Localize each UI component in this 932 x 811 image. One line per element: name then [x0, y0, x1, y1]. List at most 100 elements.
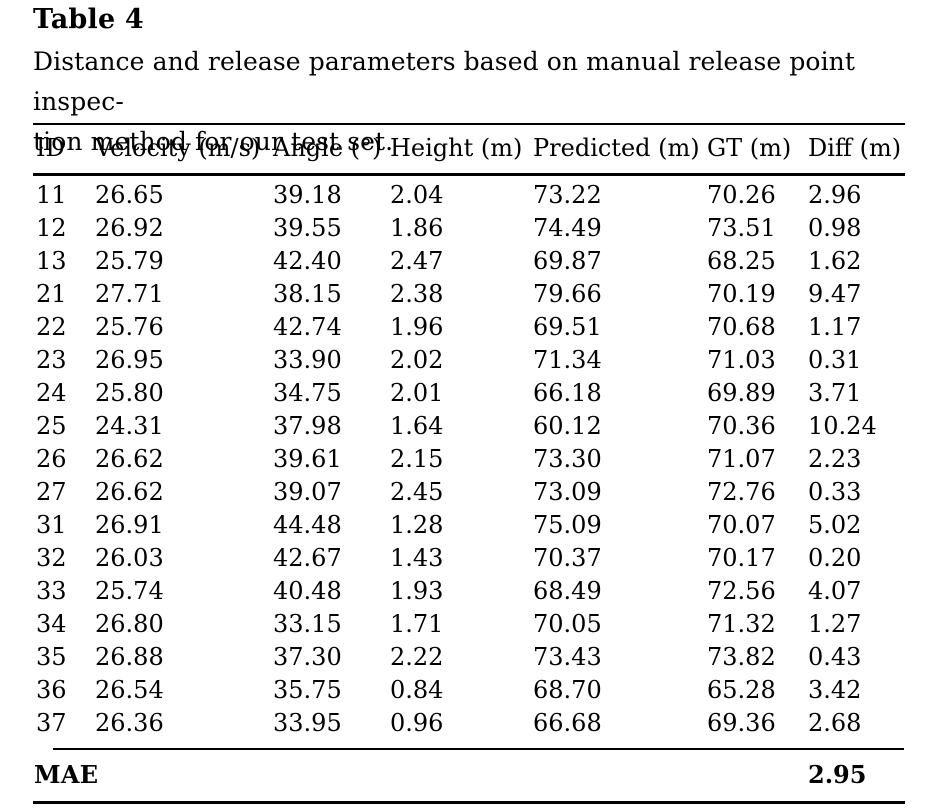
table-cell: 2.04: [390, 181, 444, 209]
table-cell: 2.47: [390, 247, 444, 275]
table-cell: 39.61: [273, 445, 342, 473]
table-cell: 21: [36, 280, 67, 308]
table-cell: 1.71: [390, 610, 444, 638]
table-cell: 0.31: [808, 346, 862, 374]
table-cell: 2.15: [390, 445, 444, 473]
table-top-rule: [33, 123, 905, 125]
table-cell: 0.20: [808, 544, 862, 572]
table-cell: 26.62: [95, 445, 164, 473]
table-body: 11 26.65 39.18 2.04 73.22 70.26 2.96 12 26.92 39.…: [33, 173, 905, 740]
table-caption-line-2: tion method for our test set.: [33, 127, 394, 156]
table-cell: 26.95: [95, 346, 164, 374]
table-row: 25 24.31 37.98 1.64 60.12 70.36 10.24: [33, 410, 905, 443]
table-cell: 73.82: [707, 643, 776, 671]
table-cell: 26.36: [95, 709, 164, 737]
table-cell: 1.96: [390, 313, 444, 341]
table-cell: 2.22: [390, 643, 444, 671]
table-cell: 1.86: [390, 214, 444, 242]
table-cell: 60.12: [533, 412, 602, 440]
table-header: ID Velocity (m/s) Angle (°) Height (m) P…: [33, 123, 905, 173]
table-cell: 40.48: [273, 577, 342, 605]
table-cell: 10.24: [808, 412, 877, 440]
table-header-rule: [33, 173, 905, 176]
table-row: 37 26.36 33.95 0.96 66.68 69.36 2.68: [33, 707, 905, 740]
table-cell: 39.55: [273, 214, 342, 242]
table-row: 23 26.95 33.90 2.02 71.34 71.03 0.31: [33, 344, 905, 377]
table-cell: 4.07: [808, 577, 862, 605]
table-cell: 26.80: [95, 610, 164, 638]
table-cell: 68.25: [707, 247, 776, 275]
table-cell: 26.03: [95, 544, 164, 572]
table-cell: 26.92: [95, 214, 164, 242]
table-cell: 25.74: [95, 577, 164, 605]
table-cell: 1.27: [808, 610, 862, 638]
table-cell: 26.62: [95, 478, 164, 506]
table-cell: 25: [36, 412, 67, 440]
table-cell: 70.37: [533, 544, 602, 572]
table-row: 22 25.76 42.74 1.96 69.51 70.68 1.17: [33, 311, 905, 344]
table-row: 13 25.79 42.40 2.47 69.87 68.25 1.62: [33, 245, 905, 278]
table-row: 27 26.62 39.07 2.45 73.09 72.76 0.33: [33, 476, 905, 509]
column-header-velocity: Velocity (m/s): [95, 134, 261, 162]
table-cell: 33.95: [273, 709, 342, 737]
column-header-gt: GT (m): [707, 134, 792, 162]
table-cell: 2.38: [390, 280, 444, 308]
data-table: ID Velocity (m/s) Angle (°) Height (m) P…: [33, 123, 905, 806]
table-cell: 73.09: [533, 478, 602, 506]
table-cell: 2.01: [390, 379, 444, 407]
table-cell: 69.36: [707, 709, 776, 737]
table-cell: 5.02: [808, 511, 862, 539]
table-cell: 9.47: [808, 280, 862, 308]
table-cell: 33: [36, 577, 67, 605]
table-cell: 0.84: [390, 676, 444, 704]
table-label: Table 4: [33, 4, 144, 35]
table-cell: 11: [36, 181, 67, 209]
table-cell: 70.05: [533, 610, 602, 638]
table-row: 36 26.54 35.75 0.84 68.70 65.28 3.42: [33, 674, 905, 707]
results-table: ID Velocity (m/s) Angle (°) Height (m) P…: [33, 123, 905, 740]
table-cell: 26: [36, 445, 67, 473]
table-cell: 71.07: [707, 445, 776, 473]
table-row: 21 27.71 38.15 2.38 79.66 70.19 9.47: [33, 278, 905, 311]
table-cell: 38.15: [273, 280, 342, 308]
table-cell: 36: [36, 676, 67, 704]
table-row: 35 26.88 37.30 2.22 73.43 73.82 0.43: [33, 641, 905, 674]
table-cell: 1.28: [390, 511, 444, 539]
table-cell: 1.43: [390, 544, 444, 572]
table-row: 26 26.62 39.61 2.15 73.30 71.07 2.23: [33, 443, 905, 476]
table-cell: 75.09: [533, 511, 602, 539]
table-cell: 71.32: [707, 610, 776, 638]
table-cell: 70.68: [707, 313, 776, 341]
table-footer-rule: [53, 748, 904, 750]
table-cell: 42.74: [273, 313, 342, 341]
column-header-id: ID: [36, 134, 65, 162]
table-cell: 71.03: [707, 346, 776, 374]
column-header-diff: Diff (m): [808, 134, 902, 162]
table-cell: 24.31: [95, 412, 164, 440]
table-cell: 33.15: [273, 610, 342, 638]
table-cell: 72.56: [707, 577, 776, 605]
table-cell: 73.51: [707, 214, 776, 242]
table-cell: 37: [36, 709, 67, 737]
table-cell: 39.18: [273, 181, 342, 209]
table-cell: 2.02: [390, 346, 444, 374]
table-cell: 13: [36, 247, 67, 275]
table-row: 34 26.80 33.15 1.71 70.05 71.32 1.27: [33, 608, 905, 641]
table-cell: 1.93: [390, 577, 444, 605]
table-cell: 71.34: [533, 346, 602, 374]
table-cell: 25.79: [95, 247, 164, 275]
table-cell: 42.40: [273, 247, 342, 275]
table-cell: 23: [36, 346, 67, 374]
mae-value: 2.95: [808, 760, 867, 789]
table-cell: 44.48: [273, 511, 342, 539]
table-cell: 66.68: [533, 709, 602, 737]
table-cell: 35: [36, 643, 67, 671]
table-footer-row: MAE 2.95: [33, 750, 905, 800]
table-cell: 0.33: [808, 478, 862, 506]
table-cell: 72.76: [707, 478, 776, 506]
table-row: 32 26.03 42.67 1.43 70.37 70.17 0.20: [33, 542, 905, 575]
table-cell: 70.36: [707, 412, 776, 440]
table-row: 31 26.91 44.48 1.28 75.09 70.07 5.02: [33, 509, 905, 542]
table-cell: 65.28: [707, 676, 776, 704]
table-cell: 69.51: [533, 313, 602, 341]
